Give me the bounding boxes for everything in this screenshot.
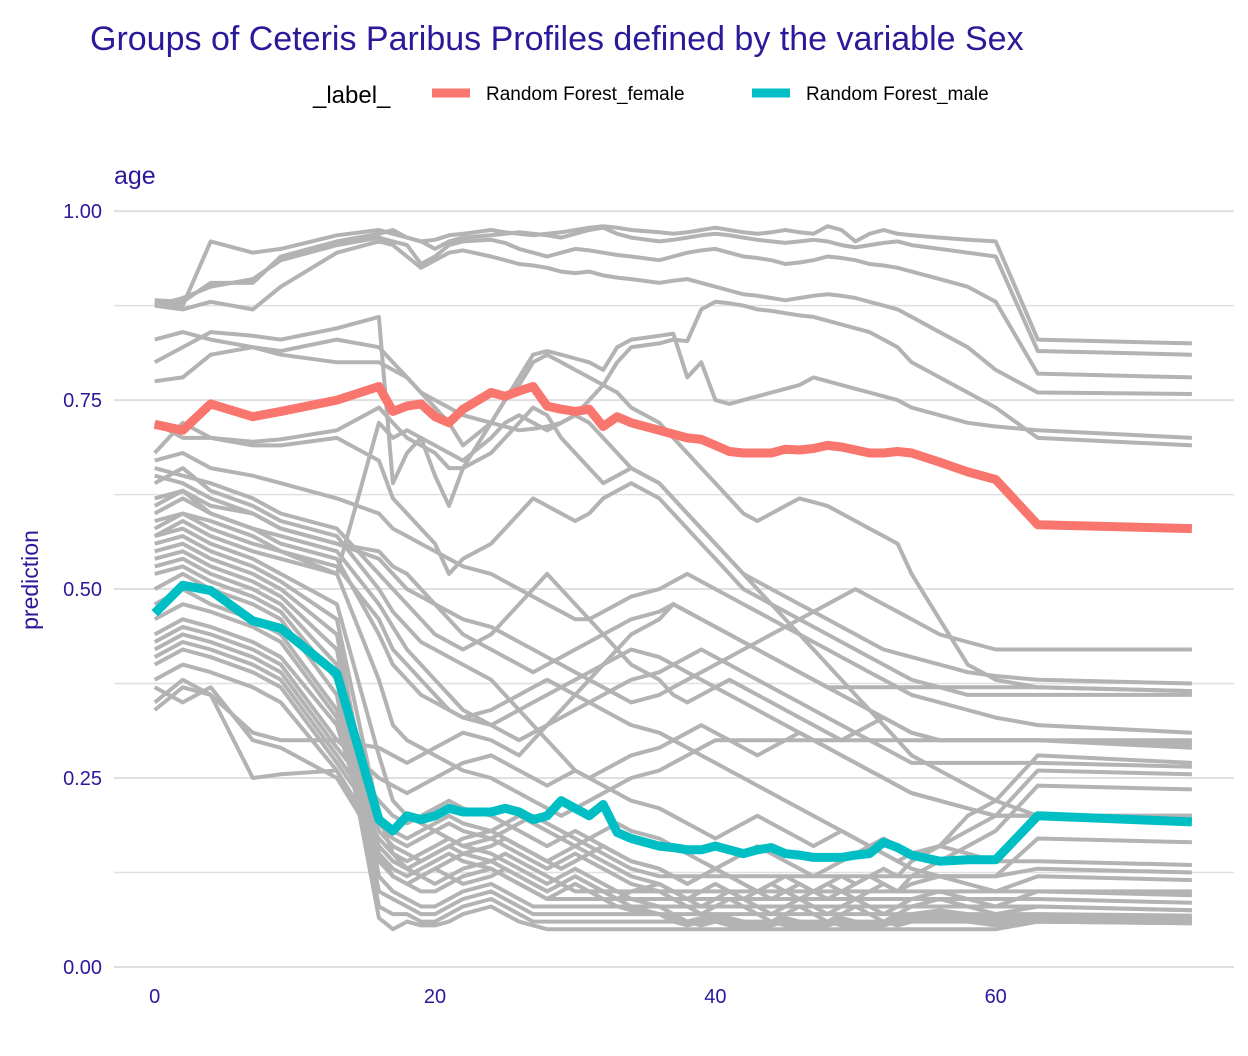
background-profile-line: [154, 224, 1192, 346]
background-profile-line: [153, 488, 1192, 822]
y-tick-label: 0.00: [63, 957, 102, 979]
background-profile-line: [154, 235, 1192, 380]
background-profile-line: [154, 239, 1192, 396]
background-profile-line: [154, 488, 1192, 705]
background-profile-line: [154, 564, 1192, 926]
chart-title: Groups of Ceteris Paribus Profiles defin…: [90, 20, 1024, 58]
x-tick-label: 0: [149, 986, 160, 1008]
chart-title-group: Groups of Ceteris Paribus Profiles defin…: [90, 20, 1024, 58]
legend-title: _label_: [312, 82, 391, 109]
x-tick-label: 20: [424, 986, 446, 1008]
background-profile-line: [153, 511, 1192, 818]
y-tick-label: 0.25: [63, 768, 102, 790]
background-profile-line: [153, 677, 1192, 932]
background-profile-line: [153, 420, 1192, 697]
background-profile-line: [153, 640, 1192, 917]
background-profile-line: [153, 647, 1192, 924]
background-profile-line: [154, 473, 1192, 694]
y-axis-ticks: 0.00 0.25 0.50 0.75 1.00: [63, 201, 102, 979]
background-profile-line: [153, 413, 1192, 818]
background-profile-line: [153, 314, 1192, 508]
legend-label-male: Random Forest_male: [806, 84, 989, 105]
background-profile-line: [154, 466, 1192, 743]
background-profile-line: [154, 225, 1192, 357]
background-profile-line: [153, 587, 1192, 879]
legend-label-female: Random Forest_female: [486, 84, 685, 105]
facet-label: age: [114, 162, 156, 190]
y-tick-label: 0.50: [63, 579, 102, 601]
x-axis-ticks: 0 20 40 60: [149, 986, 1007, 1008]
legend: _label_ Random Forest_female Random Fore…: [312, 82, 989, 109]
x-tick-label: 60: [985, 986, 1007, 1008]
background-profile-line: [154, 451, 1192, 735]
background-profile-line: [154, 345, 1192, 694]
series-male-line: [151, 580, 1193, 866]
group-profiles: [151, 382, 1193, 866]
series-female-line: [153, 382, 1193, 534]
y-tick-label: 0.75: [63, 390, 102, 412]
y-tick-label: 1.00: [63, 201, 102, 223]
y-axis-label: prediction: [17, 530, 43, 630]
x-tick-label: 40: [704, 986, 726, 1008]
